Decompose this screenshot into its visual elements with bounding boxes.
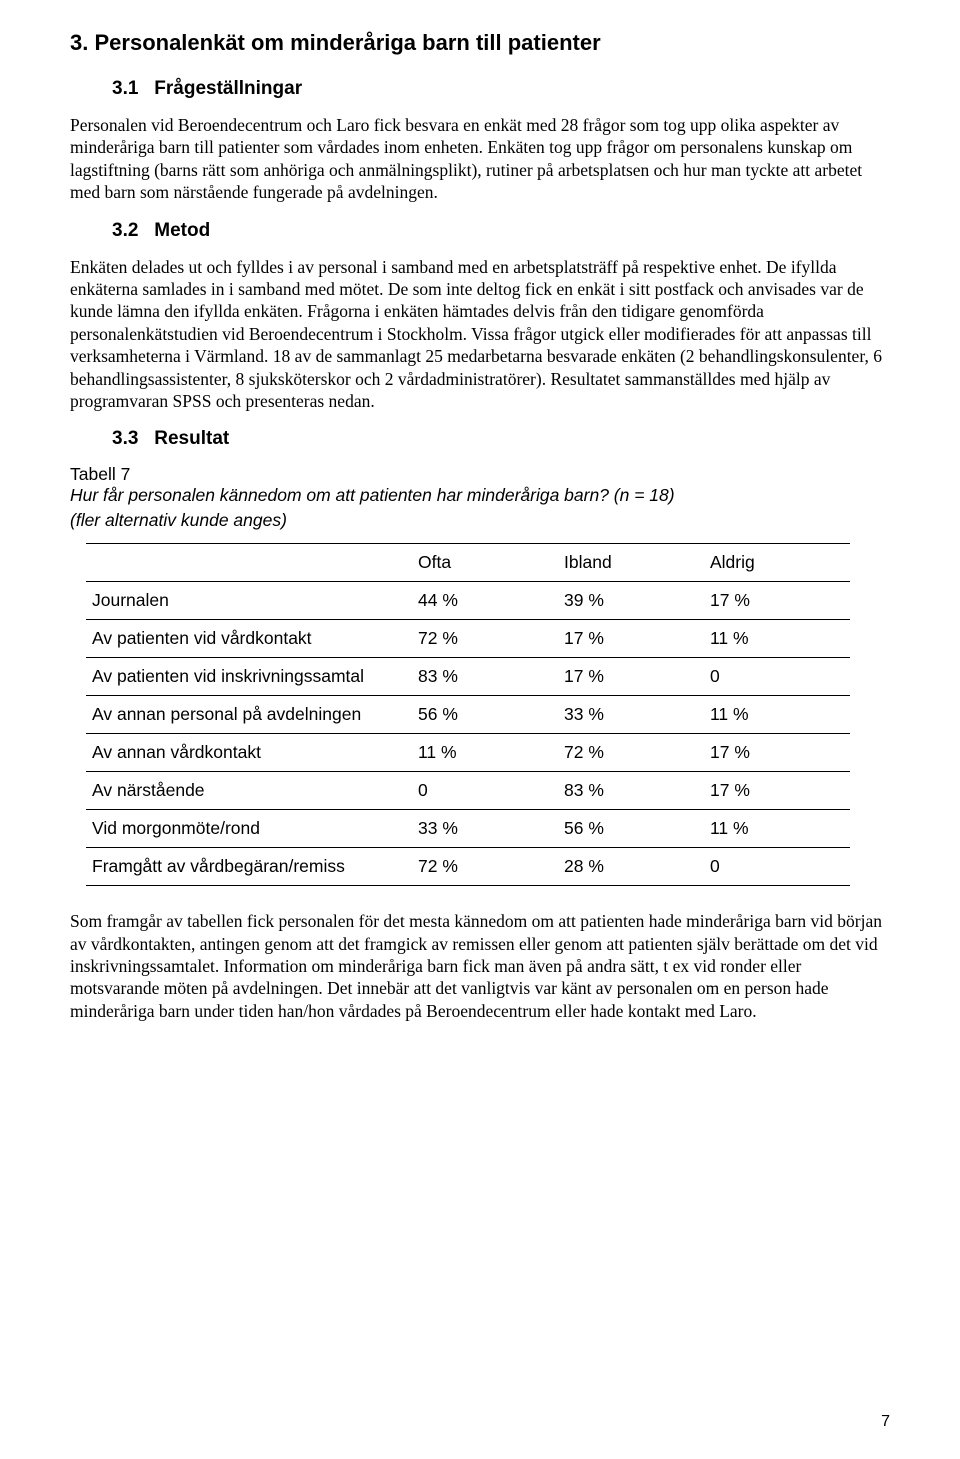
table-caption-line1: Hur får personalen kännedom om att patie… — [70, 485, 890, 506]
table-cell: 0 — [412, 772, 558, 810]
table-row: Av patienten vid inskrivningssamtal83 %1… — [86, 658, 850, 696]
table-cell: 11 % — [412, 734, 558, 772]
table-cell: Av patienten vid vårdkontakt — [86, 620, 412, 658]
section-title: Personalenkät om minderåriga barn till p… — [94, 30, 600, 55]
table-cell: 11 % — [704, 620, 850, 658]
table-cell: 33 % — [558, 696, 704, 734]
page-number: 7 — [881, 1413, 890, 1431]
table-cell: 0 — [704, 848, 850, 886]
subsection-heading-3: 3.3 Resultat — [70, 428, 890, 450]
table-header-cell: Ibland — [558, 544, 704, 582]
table-row: Av annan personal på avdelningen56 %33 %… — [86, 696, 850, 734]
table-row: Av patienten vid vårdkontakt72 %17 %11 % — [86, 620, 850, 658]
table-header-row: Ofta Ibland Aldrig — [86, 544, 850, 582]
section-heading: 3. Personalenkät om minderåriga barn til… — [70, 30, 890, 56]
subsection-heading-2: 3.2 Metod — [70, 220, 890, 242]
table-cell: Av patienten vid inskrivningssamtal — [86, 658, 412, 696]
table-cell: Framgått av vårdbegäran/remiss — [86, 848, 412, 886]
table-cell: 0 — [704, 658, 850, 696]
table-row: Vid morgonmöte/rond33 %56 %11 % — [86, 810, 850, 848]
table-cell: Av annan personal på avdelningen — [86, 696, 412, 734]
table-cell: 83 % — [558, 772, 704, 810]
table-row: Journalen44 %39 %17 % — [86, 582, 850, 620]
subsection-title: Frågeställningar — [154, 78, 302, 99]
subsection-number: 3.1 — [112, 78, 138, 99]
table-cell: Vid morgonmöte/rond — [86, 810, 412, 848]
table-cell: 44 % — [412, 582, 558, 620]
subsection-title: Metod — [154, 220, 210, 241]
table-cell: Journalen — [86, 582, 412, 620]
table-cell: 72 % — [412, 620, 558, 658]
table-cell: 17 % — [704, 582, 850, 620]
subsection-title: Resultat — [154, 428, 229, 449]
table-header-cell: Ofta — [412, 544, 558, 582]
table-cell: Av närstående — [86, 772, 412, 810]
paragraph-3: Som framgår av tabellen fick personalen … — [70, 910, 890, 1022]
table-7: Ofta Ibland Aldrig Journalen44 %39 %17 %… — [86, 543, 850, 886]
table-cell: 17 % — [704, 772, 850, 810]
table-cell: 33 % — [412, 810, 558, 848]
table-cell: 83 % — [412, 658, 558, 696]
table-cell: 17 % — [558, 620, 704, 658]
table-cell: 17 % — [558, 658, 704, 696]
table-cell: 56 % — [558, 810, 704, 848]
table-cell: 39 % — [558, 582, 704, 620]
table-header-cell — [86, 544, 412, 582]
table-cell: 72 % — [558, 734, 704, 772]
table-cell: 17 % — [704, 734, 850, 772]
table-header-cell: Aldrig — [704, 544, 850, 582]
table-caption-line2: (fler alternativ kunde anges) — [70, 510, 890, 531]
subsection-number: 3.3 — [112, 428, 138, 449]
subsection-number: 3.2 — [112, 220, 138, 241]
page: 3. Personalenkät om minderåriga barn til… — [0, 0, 960, 1459]
table-row: Framgått av vårdbegäran/remiss72 %28 %0 — [86, 848, 850, 886]
subsection-heading-1: 3.1 Frågeställningar — [70, 78, 890, 100]
table-row: Av närstående083 %17 % — [86, 772, 850, 810]
table-cell: 11 % — [704, 810, 850, 848]
table-cell: 56 % — [412, 696, 558, 734]
table-cell: 72 % — [412, 848, 558, 886]
paragraph-2: Enkäten delades ut och fylldes i av pers… — [70, 256, 890, 413]
table-row: Av annan vårdkontakt11 %72 %17 % — [86, 734, 850, 772]
section-number: 3. — [70, 30, 88, 55]
paragraph-1: Personalen vid Beroendecentrum och Laro … — [70, 114, 890, 204]
table-body: Journalen44 %39 %17 %Av patienten vid vå… — [86, 582, 850, 886]
table-cell: Av annan vårdkontakt — [86, 734, 412, 772]
table-label: Tabell 7 — [70, 464, 890, 485]
table-cell: 11 % — [704, 696, 850, 734]
table-cell: 28 % — [558, 848, 704, 886]
